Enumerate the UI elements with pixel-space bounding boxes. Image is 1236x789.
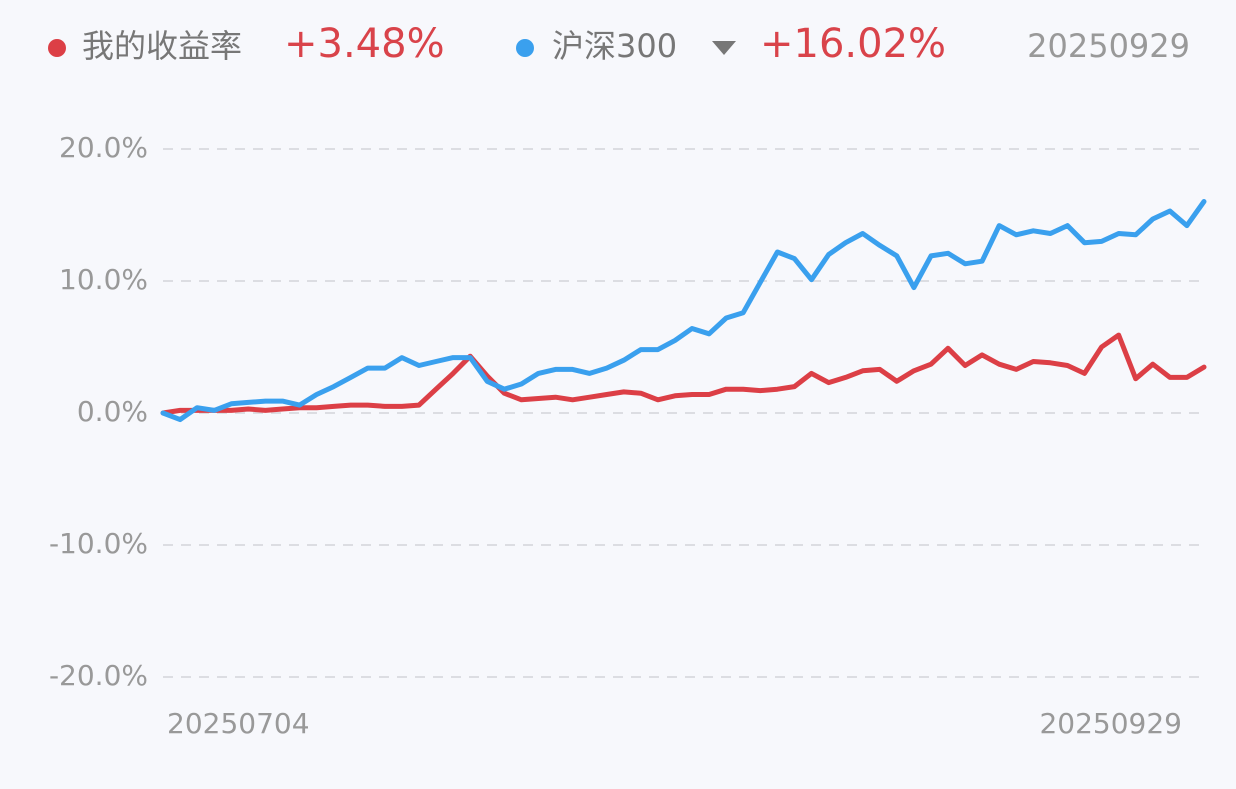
x-tick-label: 20250929 bbox=[1039, 707, 1182, 740]
legend-dot bbox=[516, 39, 534, 57]
x-tick-label: 20250704 bbox=[167, 707, 310, 740]
legend-label: 我的收益率 bbox=[82, 27, 242, 65]
dropdown-arrow[interactable] bbox=[712, 41, 736, 55]
legend-dot bbox=[48, 39, 66, 57]
y-tick-label: 20.0% bbox=[59, 131, 148, 164]
legend: 我的收益率 +3.48% 沪深300 +16.02% 20250929 bbox=[48, 21, 1190, 67]
legend-label[interactable]: 沪深300 bbox=[552, 27, 677, 65]
current-date: 20250929 bbox=[1027, 27, 1190, 65]
y-tick-label: 10.0% bbox=[59, 263, 148, 296]
legend-value: +3.48% bbox=[284, 21, 445, 67]
series-line bbox=[160, 332, 1207, 416]
legend-value: +16.02% bbox=[760, 21, 946, 67]
series-line bbox=[160, 199, 1207, 423]
y-tick-label: -10.0% bbox=[49, 527, 148, 560]
y-tick-label: -20.0% bbox=[49, 659, 148, 692]
y-tick-label: 0.0% bbox=[77, 395, 148, 428]
